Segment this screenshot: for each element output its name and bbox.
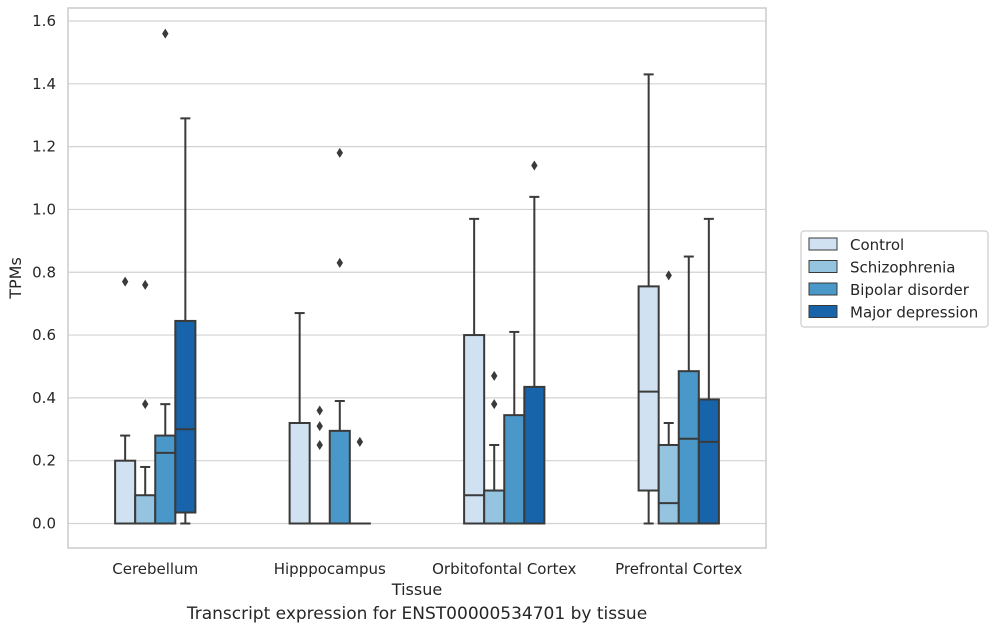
box-bipolar-disorder <box>503 330 526 525</box>
box-body <box>677 370 700 525</box>
y-tick-label: 0.2 <box>32 452 56 470</box>
box-body <box>657 443 680 525</box>
outlier-point <box>336 147 343 158</box>
outlier-point <box>356 436 364 447</box>
x-axis-ticks: Cerebellum Hipppocampus Orbitofontal Corte… <box>112 560 742 578</box>
x-tick-label: Prefrontal Cortex <box>615 560 742 578</box>
box-body <box>463 334 486 525</box>
outlier-point <box>316 439 323 450</box>
box-schizophrenia <box>134 279 157 525</box>
box-body <box>328 429 351 525</box>
outlier-point <box>336 257 343 268</box>
legend-label: Schizophrenia <box>850 259 955 277</box>
y-axis-ticks: 0.0 0.2 0.4 0.6 0.8 1.0 1.2 1.4 1.6 <box>32 12 56 533</box>
x-axis-label: Tissue <box>391 580 442 599</box>
outlier-point <box>142 279 149 290</box>
box-major-depression <box>348 436 371 525</box>
box-body <box>154 434 177 525</box>
x-tick-label: Cerebellum <box>112 560 198 578</box>
box-body <box>637 285 660 492</box>
legend-label: Major depression <box>850 304 978 322</box>
outlier-point <box>491 399 498 410</box>
outlier-point <box>491 370 498 381</box>
plot-frame <box>67 7 767 549</box>
box-bipolar-disorder <box>154 28 177 525</box>
box-major-depression <box>174 117 197 525</box>
outlier-point <box>665 270 672 281</box>
y-tick-label: 1.0 <box>32 200 56 218</box>
boxes <box>114 28 720 525</box>
legend-swatch <box>808 282 838 296</box>
legend: Control Schizophrenia Bipolar disorder Majo… <box>800 230 989 328</box>
box-schizophrenia <box>657 270 680 525</box>
x-tick-label: Orbitofontal Cortex <box>432 560 576 578</box>
box-body <box>503 414 526 525</box>
outlier-point <box>162 28 169 39</box>
y-tick-label: 1.2 <box>32 138 56 156</box>
x-tick-label: Hipppocampus <box>274 560 386 578</box>
box-body <box>174 319 197 514</box>
box-body <box>483 489 506 525</box>
legend-swatch <box>808 237 838 251</box>
outlier-point <box>531 160 538 171</box>
legend-label: Bipolar disorder <box>850 281 970 299</box>
outlier-point <box>316 405 323 416</box>
y-axis-label: TPMs <box>6 257 25 300</box>
box-bipolar-disorder <box>328 147 351 525</box>
box-body <box>523 385 546 525</box>
box-control <box>463 217 486 525</box>
box-body <box>288 422 311 525</box>
box-body <box>134 494 157 525</box>
box-major-depression <box>697 217 720 525</box>
y-tick-label: 0.4 <box>32 389 56 407</box>
legend-label: Control <box>850 236 904 254</box>
box-schizophrenia <box>308 405 331 525</box>
y-tick-label: 0.8 <box>32 263 56 281</box>
outlier-point <box>121 276 129 287</box>
box-bipolar-disorder <box>677 255 700 525</box>
legend-frame <box>800 230 989 328</box>
box-control <box>637 73 660 525</box>
y-tick-label: 1.4 <box>32 75 56 93</box>
legend-swatch <box>808 260 838 273</box>
outlier-point <box>142 399 149 410</box>
box-schizophrenia <box>483 370 506 525</box>
box-control <box>288 312 311 525</box>
y-tick-label: 0.6 <box>32 326 56 344</box>
y-tick-label: 1.6 <box>32 12 56 30</box>
box-body <box>114 459 137 525</box>
box-body <box>697 398 720 525</box>
legend-swatch <box>808 305 838 318</box>
y-tick-label: 0.0 <box>32 515 56 533</box>
box-major-depression <box>523 160 546 525</box>
outlier-point <box>316 421 323 432</box>
chart-caption: Transcript expression for ENST0000053470… <box>186 604 648 624</box>
box-control <box>114 276 137 525</box>
